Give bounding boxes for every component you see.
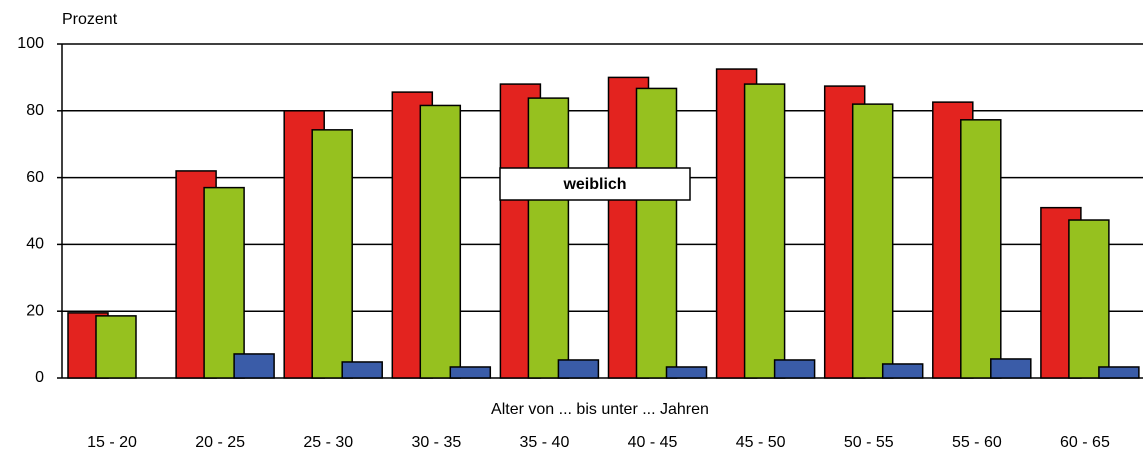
x-tick-label: 60 - 65 bbox=[1060, 434, 1110, 451]
bar bbox=[203, 186, 245, 379]
y-axis-label: Prozent bbox=[62, 11, 118, 28]
annotation-box bbox=[499, 167, 691, 201]
bar bbox=[743, 83, 786, 379]
bar bbox=[773, 359, 816, 379]
y-tick-label: 100 bbox=[17, 35, 44, 52]
y-tick-label: 40 bbox=[26, 236, 44, 253]
y-tick-label: 0 bbox=[35, 369, 44, 386]
y-tick-label: 20 bbox=[26, 302, 44, 319]
bar bbox=[233, 353, 275, 379]
bar bbox=[851, 103, 894, 379]
bar bbox=[990, 358, 1032, 379]
bar bbox=[341, 361, 383, 379]
x-tick-label: 55 - 60 bbox=[952, 434, 1002, 451]
bar bbox=[960, 119, 1002, 379]
bar bbox=[881, 363, 924, 379]
bar bbox=[419, 104, 462, 379]
x-tick-label: 40 - 45 bbox=[628, 434, 678, 451]
bar bbox=[1068, 219, 1110, 379]
x-axis-label: Alter von ... bis unter ... Jahren bbox=[491, 401, 709, 418]
x-tick-label: 25 - 30 bbox=[303, 434, 353, 451]
x-tick-label: 15 - 20 bbox=[87, 434, 137, 451]
annotation: weiblich bbox=[562, 176, 626, 193]
bar bbox=[557, 359, 600, 379]
x-tick-label: 20 - 25 bbox=[195, 434, 245, 451]
bar bbox=[665, 366, 708, 379]
x-tick-label: 50 - 55 bbox=[844, 434, 894, 451]
bar bbox=[449, 366, 492, 379]
x-tick-label: 35 - 40 bbox=[520, 434, 570, 451]
bar bbox=[635, 87, 678, 379]
x-tick-label: 45 - 50 bbox=[736, 434, 786, 451]
bar bbox=[527, 97, 570, 379]
bar bbox=[1098, 366, 1140, 379]
bar bbox=[95, 315, 137, 379]
x-tick-label: 30 - 35 bbox=[411, 434, 461, 451]
y-tick-label: 80 bbox=[26, 102, 44, 119]
bar bbox=[311, 129, 353, 379]
y-tick-label: 60 bbox=[26, 169, 44, 186]
